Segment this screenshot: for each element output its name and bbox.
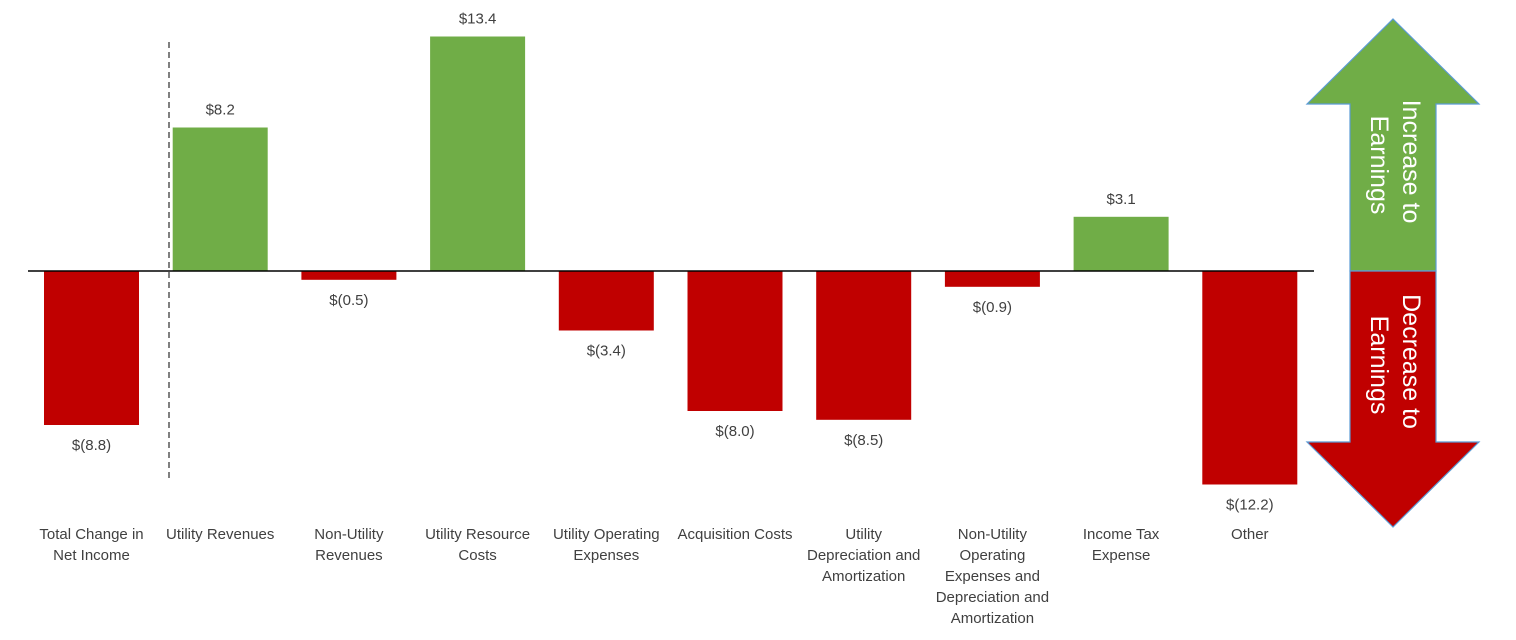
category-label-3-line-1: Costs	[458, 547, 496, 564]
value-label-2: $(0.5)	[329, 292, 368, 309]
category-label-0-line-0: Total Change in	[39, 526, 143, 543]
bar-4	[558, 271, 654, 331]
category-label-7-line-4: Amortization	[951, 610, 1034, 627]
category-label-0-line-1: Net Income	[53, 547, 130, 564]
category-label-6-line-0: Utility	[845, 526, 882, 543]
category-label-6-line-1: Depreciation and	[807, 547, 920, 564]
earnings-direction-arrow: Increase to Earnings Decrease to Earning…	[1305, 18, 1481, 528]
bar-1	[172, 127, 268, 271]
bars-group	[44, 36, 1298, 485]
value-label-8: $3.1	[1106, 191, 1135, 208]
value-label-7: $(0.9)	[973, 299, 1012, 316]
category-labels-group: Total Change in Net Income Utility Revenue…	[39, 526, 1268, 627]
bar-2	[301, 271, 397, 280]
category-label-3: Utility Resource Costs	[425, 526, 530, 564]
decrease-arrow-icon	[1305, 270, 1481, 528]
category-label-5-line-0: Acquisition Costs	[677, 526, 792, 543]
category-label-7: Non-Utility Operating Expenses and Deprecia…	[936, 526, 1049, 627]
category-label-5: Acquisition Costs	[677, 526, 792, 543]
bar-5	[687, 271, 783, 411]
value-label-3: $13.4	[459, 11, 497, 28]
category-label-8-line-0: Income Tax	[1083, 526, 1160, 543]
category-label-4-line-1: Expenses	[573, 547, 639, 564]
value-label-6: $(8.5)	[844, 432, 883, 449]
bar-9	[1202, 271, 1298, 485]
category-label-9: Other	[1231, 526, 1269, 543]
value-label-5: $(8.0)	[715, 423, 754, 440]
category-label-3-line-0: Utility Resource	[425, 526, 530, 543]
decrease-label-line-1: Decrease to	[1397, 294, 1425, 429]
value-label-4: $(3.4)	[587, 343, 626, 360]
bar-0	[44, 271, 139, 425]
increase-arrow-icon	[1305, 18, 1481, 272]
category-label-6: Utility Depreciation and Amortization	[807, 526, 920, 585]
increase-label-line-1: Increase to	[1397, 100, 1425, 224]
category-label-4-line-0: Utility Operating	[553, 526, 660, 543]
increase-label-line-2: Earnings	[1365, 116, 1393, 215]
value-label-9: $(12.2)	[1226, 497, 1274, 514]
category-label-7-line-0: Non-Utility	[958, 526, 1028, 543]
value-label-0: $(8.8)	[72, 437, 111, 454]
category-label-0: Total Change in Net Income	[39, 526, 143, 564]
category-label-7-line-2: Expenses and	[945, 568, 1040, 585]
category-label-7-line-3: Depreciation and	[936, 589, 1049, 606]
bar-6	[816, 271, 912, 420]
category-label-2: Non-Utility Revenues	[314, 526, 384, 564]
category-label-9-line-0: Other	[1231, 526, 1269, 543]
decrease-label: Decrease to Earnings	[1365, 294, 1425, 436]
category-label-7-line-1: Operating	[959, 547, 1025, 564]
category-label-4: Utility Operating Expenses	[553, 526, 660, 564]
category-label-2-line-0: Non-Utility	[314, 526, 384, 543]
category-label-1-line-0: Utility Revenues	[166, 526, 274, 543]
value-label-1: $8.2	[206, 102, 235, 119]
category-label-6-line-2: Amortization	[822, 568, 905, 585]
category-label-8: Income Tax Expense	[1083, 526, 1160, 564]
increase-label: Increase to Earnings	[1365, 100, 1425, 231]
bar-8	[1073, 216, 1169, 272]
decrease-label-line-2: Earnings	[1365, 316, 1393, 415]
value-labels-group: $(8.8) $8.2 $(0.5) $13.4 $(3.4) $(8.0) $(8.5) $…	[72, 11, 1274, 514]
bar-3	[430, 36, 526, 271]
category-label-2-line-1: Revenues	[315, 547, 383, 564]
bar-7	[944, 271, 1040, 287]
category-label-1: Utility Revenues	[166, 526, 274, 543]
category-label-8-line-1: Expense	[1092, 547, 1150, 564]
